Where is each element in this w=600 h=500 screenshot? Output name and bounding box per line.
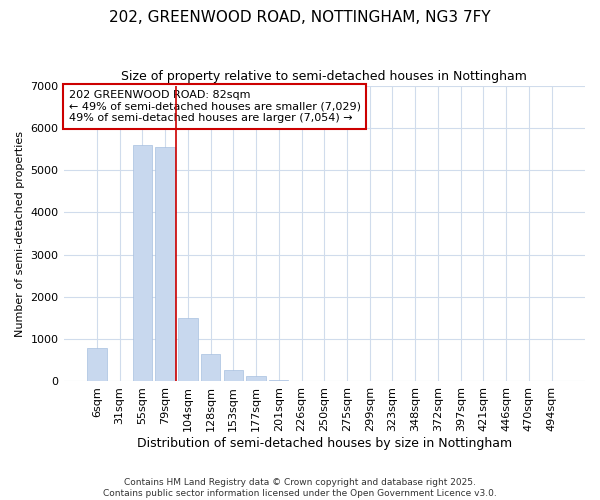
Bar <box>133 144 152 382</box>
Bar <box>87 348 107 382</box>
Bar <box>247 376 266 382</box>
Y-axis label: Number of semi-detached properties: Number of semi-detached properties <box>15 130 25 336</box>
Text: 202 GREENWOOD ROAD: 82sqm
← 49% of semi-detached houses are smaller (7,029)
49% : 202 GREENWOOD ROAD: 82sqm ← 49% of semi-… <box>69 90 361 123</box>
Text: 202, GREENWOOD ROAD, NOTTINGHAM, NG3 7FY: 202, GREENWOOD ROAD, NOTTINGHAM, NG3 7FY <box>109 10 491 25</box>
Title: Size of property relative to semi-detached houses in Nottingham: Size of property relative to semi-detach… <box>121 70 527 83</box>
Text: Contains HM Land Registry data © Crown copyright and database right 2025.
Contai: Contains HM Land Registry data © Crown c… <box>103 478 497 498</box>
X-axis label: Distribution of semi-detached houses by size in Nottingham: Distribution of semi-detached houses by … <box>137 437 512 450</box>
Bar <box>269 380 289 382</box>
Bar <box>224 370 243 382</box>
Bar <box>178 318 197 382</box>
Bar <box>155 147 175 382</box>
Bar <box>201 354 220 382</box>
